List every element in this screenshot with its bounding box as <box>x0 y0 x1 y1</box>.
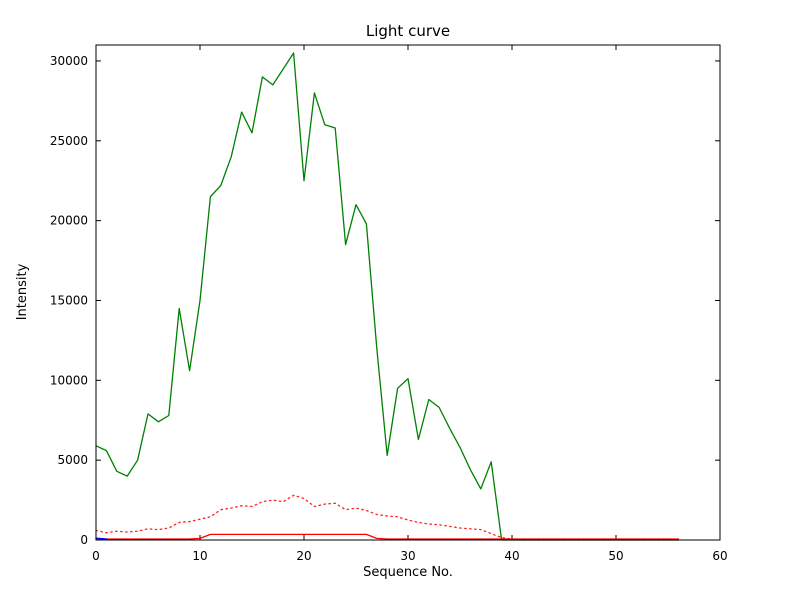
x-tick-label: 10 <box>192 549 207 563</box>
x-tick-label: 20 <box>296 549 311 563</box>
series-background-intensity <box>95 533 680 540</box>
series-main-intensity <box>95 52 680 541</box>
y-axis-label: Intensity <box>15 263 30 321</box>
y-tick-label: 5000 <box>57 453 88 467</box>
y-tick-label: 0 <box>80 533 88 547</box>
x-tick-label: 40 <box>504 549 519 563</box>
y-tick-label: 15000 <box>50 293 88 307</box>
series-secondary-intensity <box>95 494 680 541</box>
chart-title: Light curve <box>365 22 451 40</box>
y-tick-label: 20000 <box>50 214 88 228</box>
plot-border <box>95 44 721 541</box>
x-tick-label: 60 <box>712 549 727 563</box>
y-tick-label: 25000 <box>50 134 88 148</box>
x-tick-label: 30 <box>400 549 415 563</box>
x-tick-label: 50 <box>608 549 623 563</box>
y-tick-label: 30000 <box>50 54 88 68</box>
y-tick-label: 10000 <box>50 373 88 387</box>
x-axis-label: Sequence No. <box>363 565 453 580</box>
series-blue-marker <box>95 537 108 540</box>
x-tick-label: 0 <box>92 549 100 563</box>
